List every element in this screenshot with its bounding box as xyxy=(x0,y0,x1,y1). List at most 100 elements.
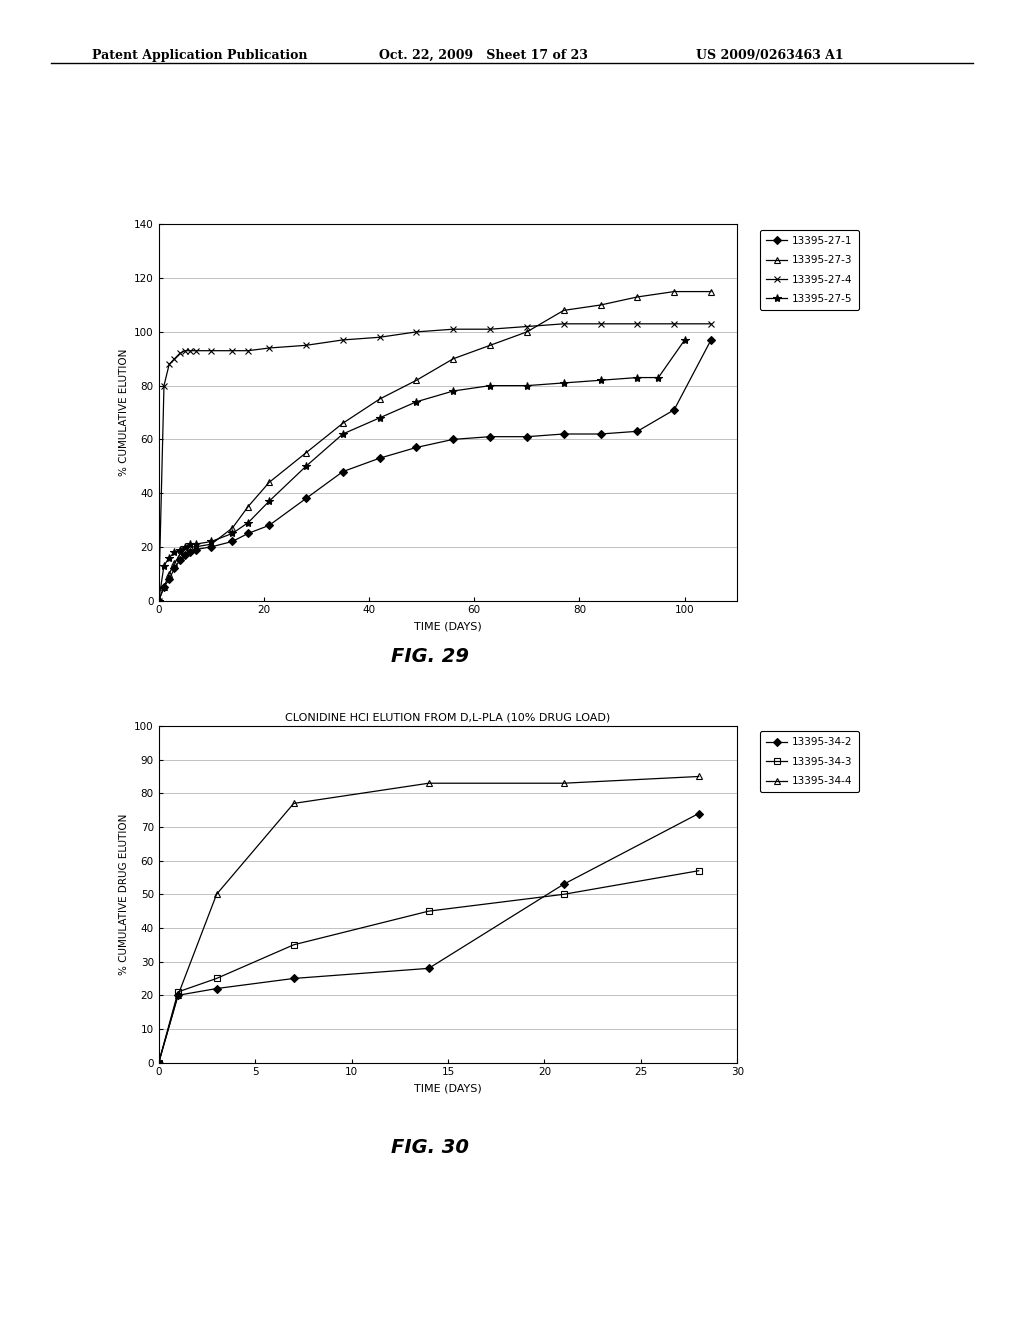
Line: 13395-27-3: 13395-27-3 xyxy=(156,288,715,605)
13395-34-2 xyxy=(423,961,435,977)
Text: Patent Application Publication: Patent Application Publication xyxy=(92,49,307,62)
13395-27-1 xyxy=(205,539,217,554)
13395-34-4 xyxy=(692,768,705,784)
13395-27-4 xyxy=(521,318,534,334)
13395-27-3 xyxy=(447,351,460,367)
13395-27-1 xyxy=(631,424,643,440)
Text: US 2009/0263463 A1: US 2009/0263463 A1 xyxy=(696,49,844,62)
13395-27-1 xyxy=(163,572,175,587)
13395-27-4 xyxy=(184,343,197,359)
13395-34-3 xyxy=(423,903,435,919)
13395-27-1 xyxy=(263,517,275,533)
13395-34-2 xyxy=(692,805,705,821)
13395-27-4 xyxy=(411,323,423,339)
13395-27-1 xyxy=(153,593,165,609)
Title: CLONIDINE HCI ELUTION FROM D,L-PLA (10% DRUG LOAD): CLONIDINE HCI ELUTION FROM D,L-PLA (10% … xyxy=(286,713,610,722)
13395-27-5 xyxy=(652,370,665,385)
13395-27-3 xyxy=(174,546,186,562)
13395-34-2 xyxy=(211,981,223,997)
13395-27-5 xyxy=(226,525,239,541)
13395-27-5 xyxy=(447,383,460,399)
13395-27-1 xyxy=(411,440,423,455)
13395-27-1 xyxy=(242,525,254,541)
Line: 13395-27-5: 13395-27-5 xyxy=(155,335,689,605)
13395-34-4 xyxy=(557,775,569,791)
13395-27-4 xyxy=(705,315,717,331)
13395-27-4 xyxy=(226,343,239,359)
13395-34-4 xyxy=(211,887,223,903)
13395-27-1 xyxy=(447,432,460,447)
13395-27-3 xyxy=(189,539,202,554)
13395-27-5 xyxy=(158,558,170,574)
13395-27-5 xyxy=(184,536,197,552)
13395-27-3 xyxy=(374,391,386,407)
13395-27-5 xyxy=(263,494,275,510)
Y-axis label: % CUMULATIVE DRUG ELUTION: % CUMULATIVE DRUG ELUTION xyxy=(119,813,129,975)
13395-27-3 xyxy=(411,372,423,388)
X-axis label: TIME (DAYS): TIME (DAYS) xyxy=(414,620,482,631)
Y-axis label: % CUMULATIVE ELUTION: % CUMULATIVE ELUTION xyxy=(119,348,129,477)
13395-27-4 xyxy=(205,343,217,359)
13395-34-3 xyxy=(211,970,223,986)
13395-27-5 xyxy=(557,375,569,391)
Line: 13395-34-4: 13395-34-4 xyxy=(156,774,702,1067)
13395-27-3 xyxy=(668,284,680,300)
13395-27-5 xyxy=(631,370,643,385)
13395-27-1 xyxy=(184,544,197,560)
13395-34-2 xyxy=(557,876,569,892)
13395-27-1 xyxy=(484,429,497,445)
13395-27-1 xyxy=(226,533,239,549)
13395-27-4 xyxy=(263,341,275,356)
13395-27-3 xyxy=(184,539,197,554)
13395-27-4 xyxy=(557,315,569,331)
13395-34-3 xyxy=(557,887,569,903)
13395-34-3 xyxy=(153,1055,165,1071)
13395-27-4 xyxy=(337,333,349,348)
13395-27-4 xyxy=(153,593,165,609)
13395-27-4 xyxy=(168,351,180,367)
13395-27-5 xyxy=(205,533,217,549)
13395-27-5 xyxy=(163,549,175,565)
13395-27-3 xyxy=(168,554,180,570)
13395-27-3 xyxy=(205,536,217,552)
13395-34-3 xyxy=(172,983,184,999)
13395-27-4 xyxy=(631,315,643,331)
13395-27-3 xyxy=(300,445,312,461)
13395-27-4 xyxy=(484,321,497,337)
13395-27-5 xyxy=(242,515,254,531)
13395-27-5 xyxy=(521,378,534,393)
13395-34-2 xyxy=(172,987,184,1003)
13395-27-4 xyxy=(594,315,606,331)
13395-34-3 xyxy=(692,863,705,879)
13395-34-3 xyxy=(288,937,300,953)
13395-27-3 xyxy=(226,520,239,536)
13395-27-1 xyxy=(300,491,312,507)
13395-27-3 xyxy=(521,323,534,339)
13395-27-5 xyxy=(153,593,165,609)
13395-27-3 xyxy=(337,416,349,432)
13395-27-1 xyxy=(174,552,186,568)
Text: FIG. 30: FIG. 30 xyxy=(391,1138,469,1156)
13395-27-1 xyxy=(594,426,606,442)
Text: FIG. 29: FIG. 29 xyxy=(391,647,469,665)
13395-27-1 xyxy=(158,579,170,595)
13395-27-4 xyxy=(179,343,191,359)
13395-27-3 xyxy=(163,566,175,582)
13395-27-1 xyxy=(521,429,534,445)
Legend: 13395-27-1, 13395-27-3, 13395-27-4, 13395-27-5: 13395-27-1, 13395-27-3, 13395-27-4, 1339… xyxy=(760,230,859,310)
13395-27-4 xyxy=(242,343,254,359)
13395-27-3 xyxy=(263,474,275,490)
13395-27-1 xyxy=(557,426,569,442)
13395-27-4 xyxy=(158,378,170,393)
13395-34-4 xyxy=(423,775,435,791)
13395-27-5 xyxy=(411,393,423,409)
13395-27-4 xyxy=(174,346,186,362)
13395-27-1 xyxy=(189,541,202,557)
Legend: 13395-34-2, 13395-34-3, 13395-34-4: 13395-34-2, 13395-34-3, 13395-34-4 xyxy=(760,731,859,792)
13395-27-3 xyxy=(242,499,254,515)
13395-27-3 xyxy=(153,593,165,609)
13395-34-2 xyxy=(153,1055,165,1071)
13395-34-4 xyxy=(153,1055,165,1071)
13395-27-5 xyxy=(484,378,497,393)
13395-27-3 xyxy=(631,289,643,305)
